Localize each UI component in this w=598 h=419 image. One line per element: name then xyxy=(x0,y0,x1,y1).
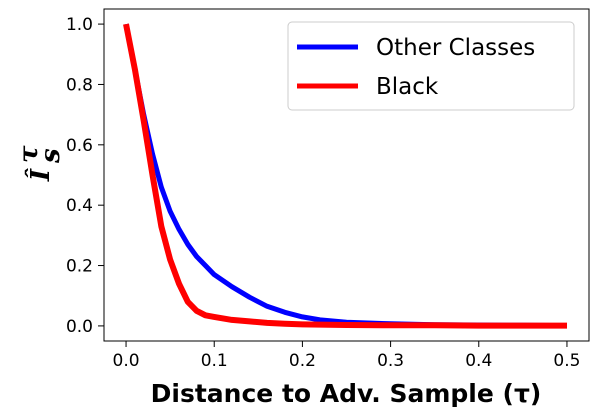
plot-frame xyxy=(103,8,590,342)
y-tick-label: 1.0 xyxy=(66,15,93,35)
y-axis-label: Î τ s xyxy=(14,145,66,182)
y-tick-label: 0.4 xyxy=(66,196,93,216)
legend-label-other-classes: Other Classes xyxy=(376,35,535,61)
legend-box xyxy=(287,21,575,111)
y-tick-label: 0.8 xyxy=(66,75,93,95)
y-tick-label: 0.6 xyxy=(66,136,93,156)
y-tick-label: 0.2 xyxy=(66,257,93,277)
series-lines xyxy=(123,23,568,329)
x-tick-label: 0.4 xyxy=(465,351,492,371)
y-axis-label-superscript: τ xyxy=(14,145,44,163)
legend-label-black: Black xyxy=(376,74,439,100)
x-tick-label: 0.5 xyxy=(553,351,580,371)
axis-ticks: 0.0 0.1 0.2 0.3 0.4 0.5 0.0 0.2 0.4 0.6 0.8 1.0 xyxy=(66,15,581,371)
x-axis-label: Distance to Adv. Sample (τ) xyxy=(151,379,542,408)
x-tick-label: 0.0 xyxy=(113,351,140,371)
x-tick-label: 0.2 xyxy=(289,351,316,371)
y-tick-label: 0.0 xyxy=(66,317,93,337)
y-axis-label-main: Î xyxy=(24,168,56,182)
legend: Other Classes Black xyxy=(287,21,575,111)
y-axis-label-subscript: s xyxy=(36,148,66,164)
x-tick-label: 0.3 xyxy=(377,351,404,371)
x-tick-label: 0.1 xyxy=(201,351,228,371)
series-line-black xyxy=(123,23,567,329)
